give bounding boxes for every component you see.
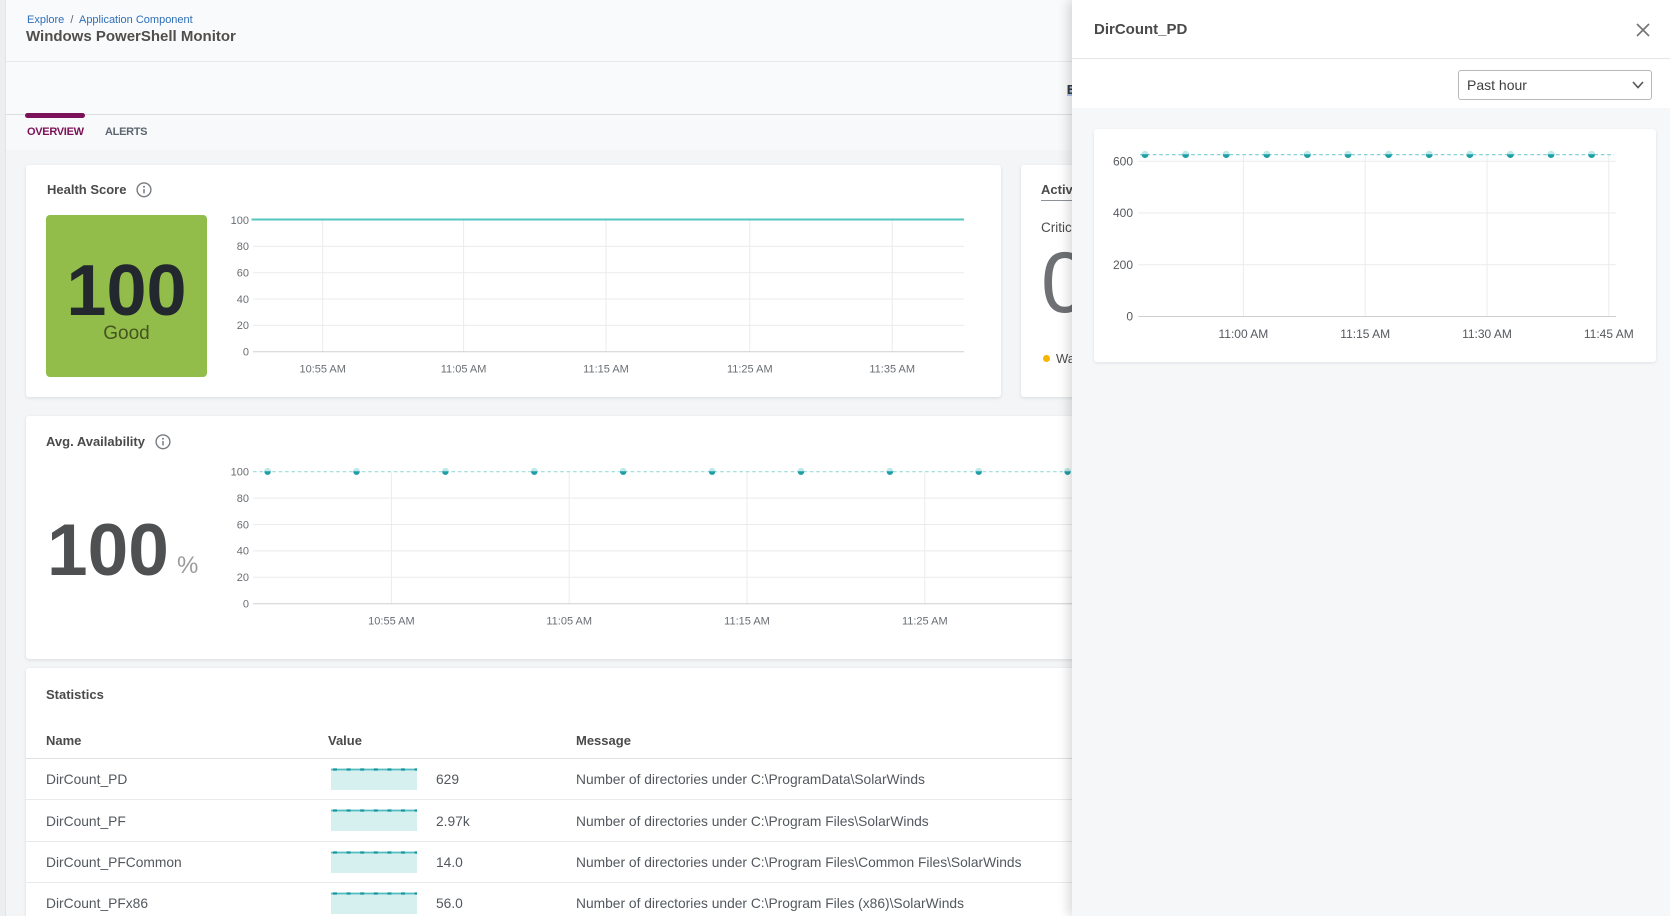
svg-text:20: 20 (237, 320, 249, 332)
svg-text:40: 40 (237, 546, 249, 558)
svg-text:60: 60 (237, 519, 249, 531)
svg-text:11:25 AM: 11:25 AM (727, 364, 773, 376)
svg-text:0: 0 (1126, 310, 1133, 324)
svg-text:600: 600 (1113, 154, 1133, 168)
svg-text:10:55 AM: 10:55 AM (368, 615, 414, 627)
svg-text:40: 40 (237, 294, 249, 306)
svg-text:11:15 AM: 11:15 AM (583, 364, 629, 376)
svg-text:20: 20 (237, 572, 249, 584)
svg-text:11:00 AM: 11:00 AM (1218, 327, 1268, 341)
svg-text:100: 100 (231, 467, 249, 479)
svg-text:400: 400 (1113, 206, 1133, 220)
svg-text:0: 0 (243, 599, 249, 611)
svg-text:11:05 AM: 11:05 AM (441, 364, 487, 376)
svg-text:11:25 AM: 11:25 AM (902, 615, 948, 627)
svg-text:11:35 AM: 11:35 AM (869, 364, 915, 376)
svg-text:200: 200 (1113, 258, 1133, 272)
svg-text:80: 80 (237, 493, 249, 505)
svg-text:10:55 AM: 10:55 AM (299, 364, 345, 376)
svg-text:11:15 AM: 11:15 AM (724, 615, 770, 627)
svg-text:100: 100 (231, 215, 249, 227)
svg-text:80: 80 (237, 241, 249, 253)
svg-text:11:05 AM: 11:05 AM (546, 615, 592, 627)
svg-text:11:45 AM: 11:45 AM (1584, 327, 1634, 341)
svg-text:11:15 AM: 11:15 AM (1340, 327, 1390, 341)
svg-text:60: 60 (237, 268, 249, 280)
svg-text:11:30 AM: 11:30 AM (1462, 327, 1512, 341)
svg-text:0: 0 (243, 347, 249, 359)
